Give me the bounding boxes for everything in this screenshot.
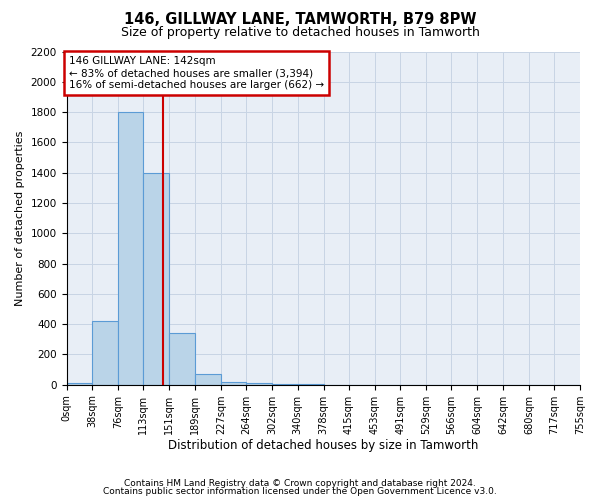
Bar — [169, 333, 195, 384]
Text: Contains HM Land Registry data © Crown copyright and database right 2024.: Contains HM Land Registry data © Crown c… — [124, 478, 476, 488]
Bar — [92, 321, 118, 384]
Y-axis label: Number of detached properties: Number of detached properties — [15, 130, 25, 306]
Bar — [246, 383, 272, 384]
Bar — [143, 172, 169, 384]
Text: Contains public sector information licensed under the Open Government Licence v3: Contains public sector information licen… — [103, 487, 497, 496]
X-axis label: Distribution of detached houses by size in Tamworth: Distribution of detached houses by size … — [168, 440, 478, 452]
Bar — [195, 374, 221, 384]
Text: 146, GILLWAY LANE, TAMWORTH, B79 8PW: 146, GILLWAY LANE, TAMWORTH, B79 8PW — [124, 12, 476, 28]
Text: 146 GILLWAY LANE: 142sqm
← 83% of detached houses are smaller (3,394)
16% of sem: 146 GILLWAY LANE: 142sqm ← 83% of detach… — [69, 56, 324, 90]
Bar — [67, 383, 92, 384]
Bar — [221, 382, 246, 384]
Text: Size of property relative to detached houses in Tamworth: Size of property relative to detached ho… — [121, 26, 479, 39]
Bar — [118, 112, 143, 384]
